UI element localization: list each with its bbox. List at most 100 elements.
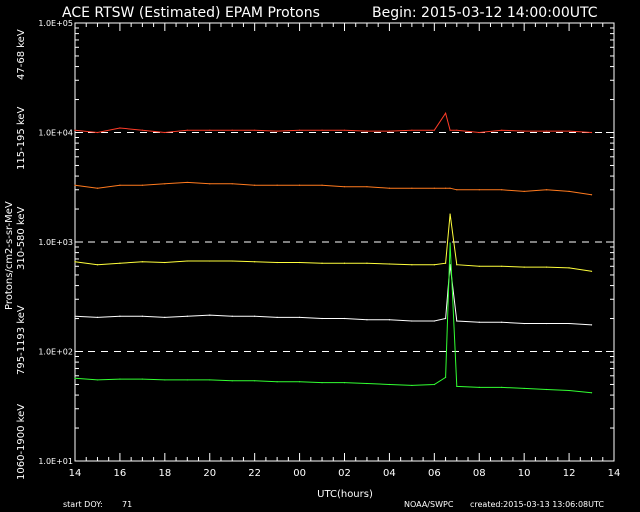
data-point — [546, 266, 548, 268]
data-point — [456, 264, 458, 266]
y-axis-titles: Protons/cm2-s-sr-MeV 1060-1900 keV 795-1… — [4, 29, 27, 480]
data-point — [523, 266, 525, 268]
data-point — [411, 264, 413, 266]
x-tick-label: 02 — [338, 468, 351, 479]
y-tick-label: 1.0E+05 — [38, 19, 73, 28]
data-point — [546, 388, 548, 391]
series-line-1060-1900-kev — [74, 242, 592, 394]
data-point — [444, 376, 447, 379]
data-point — [590, 392, 593, 394]
data-point — [366, 186, 368, 188]
y-tick-label: 1.0E+04 — [38, 129, 73, 138]
series-line-795-1193-kev — [74, 264, 592, 326]
data-point — [186, 129, 188, 131]
x-tick-label: 10 — [518, 468, 531, 479]
data-point — [209, 314, 211, 316]
data-point — [254, 380, 256, 382]
data-point — [141, 315, 143, 317]
data-point — [568, 389, 570, 392]
data-point — [388, 187, 391, 189]
data-point — [96, 316, 99, 318]
data-point — [119, 184, 121, 186]
data-point — [590, 131, 593, 134]
data-point — [411, 187, 413, 189]
series-label-795-1193: 795-1193 keV — [16, 305, 27, 375]
series-label-115-195: 115-195 keV — [16, 106, 27, 170]
data-point — [164, 183, 166, 185]
data-point — [186, 260, 188, 262]
data-point — [388, 263, 391, 265]
data-point — [449, 187, 451, 189]
x-tick-label: 20 — [203, 468, 216, 479]
x-tick-label: 12 — [563, 468, 576, 479]
data-point — [276, 261, 278, 264]
data-point — [343, 186, 346, 188]
series-label-1060-1900: 1060-1900 keV — [16, 404, 27, 480]
data-point — [276, 130, 278, 132]
data-point — [456, 189, 458, 191]
data-point — [231, 380, 233, 382]
data-point — [546, 322, 548, 325]
series-label-47-68: 47-68 keV — [16, 29, 27, 80]
y-axis: 1.0E+01 1.0E+02 1.0E+03 1.0E+04 1.0E+05 — [38, 19, 614, 466]
x-tick-label: 04 — [383, 468, 396, 479]
data-point — [141, 184, 143, 186]
data-point — [209, 129, 211, 131]
data-point — [343, 129, 346, 131]
data-point — [501, 265, 503, 267]
data-point — [74, 184, 76, 186]
data-point — [254, 184, 256, 186]
data-point — [366, 319, 368, 321]
data-point — [590, 324, 593, 326]
data-point — [366, 130, 368, 132]
data-point — [254, 315, 256, 317]
data-point — [298, 316, 301, 318]
data-point — [119, 262, 121, 264]
data-point — [456, 320, 458, 322]
data-point — [298, 381, 301, 383]
data-point — [433, 383, 435, 386]
data-point — [478, 189, 480, 191]
data-point — [321, 317, 323, 320]
data-point — [523, 322, 525, 325]
data-point — [449, 213, 451, 215]
y-axis-label: Protons/cm2-s-sr-MeV — [4, 201, 15, 310]
data-point — [388, 130, 391, 132]
x-axis: 14 16 18 20 22 00 02 04 06 08 10 12 14 — [69, 23, 620, 479]
data-point — [321, 381, 323, 384]
data-point — [478, 265, 480, 267]
data-series — [74, 111, 593, 394]
data-point — [523, 130, 525, 132]
data-point — [231, 183, 233, 185]
data-point — [433, 187, 435, 189]
data-point — [141, 129, 143, 131]
data-point — [433, 320, 435, 322]
x-tick-label: 14 — [69, 468, 82, 479]
agency-label: NOAA/SWPC — [404, 500, 454, 509]
data-point — [501, 129, 503, 131]
data-point — [74, 261, 76, 263]
data-point — [119, 378, 121, 380]
data-point — [254, 129, 256, 131]
data-point — [568, 190, 570, 192]
data-point — [164, 131, 166, 134]
data-point — [119, 127, 121, 129]
data-point — [276, 381, 278, 383]
y-tick-label: 1.0E+01 — [38, 457, 73, 466]
data-point — [343, 262, 346, 264]
x-tick-label: 18 — [158, 468, 171, 479]
data-point — [444, 187, 447, 189]
start-doy-label: start DOY: — [63, 500, 103, 509]
y-tick-label: 1.0E+03 — [38, 238, 73, 247]
data-point — [164, 379, 166, 381]
data-point — [501, 189, 503, 191]
data-point — [276, 184, 278, 186]
data-point — [209, 260, 211, 262]
data-point — [449, 129, 451, 131]
data-point — [231, 260, 233, 262]
data-point — [298, 184, 301, 186]
data-point — [546, 189, 548, 191]
data-point — [444, 262, 447, 264]
data-point — [298, 261, 301, 264]
